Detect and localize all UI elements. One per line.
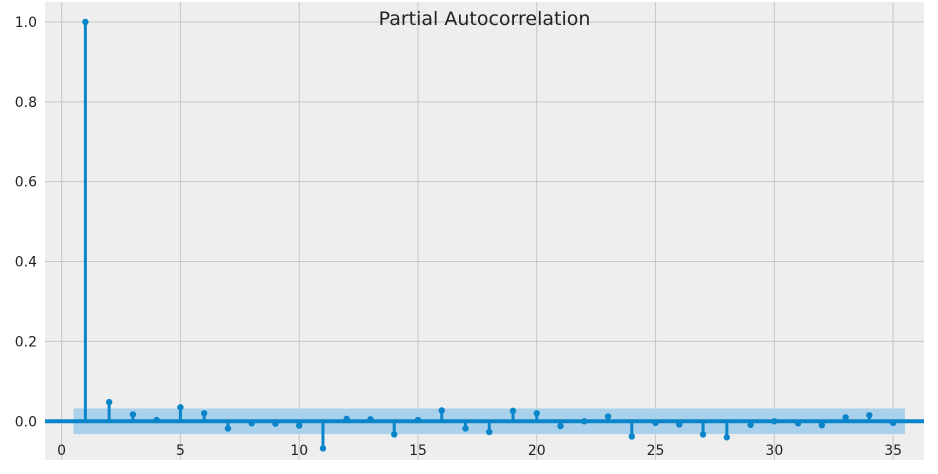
y-tick-label: 1.0 bbox=[15, 15, 37, 31]
marker-24 bbox=[628, 433, 635, 440]
marker-17 bbox=[462, 425, 469, 432]
marker-1 bbox=[82, 18, 89, 26]
marker-30 bbox=[771, 418, 778, 425]
marker-11 bbox=[319, 445, 327, 452]
y-axis-ticks: 0.0 0.2 0.4 0.6 0.8 1.0 bbox=[15, 15, 37, 430]
marker-18 bbox=[486, 428, 493, 436]
grid bbox=[45, 2, 924, 460]
marker-4 bbox=[153, 416, 160, 424]
marker-19 bbox=[509, 407, 517, 415]
marker-9 bbox=[272, 420, 279, 427]
marker-27 bbox=[699, 431, 707, 438]
marker-10 bbox=[295, 422, 303, 429]
x-tick-label: 35 bbox=[884, 443, 902, 459]
marker-8 bbox=[248, 420, 255, 427]
y-tick-label: 0.4 bbox=[15, 255, 37, 271]
marker-28 bbox=[723, 434, 731, 441]
y-tick-label: 0.8 bbox=[15, 95, 37, 111]
marker-5 bbox=[177, 404, 184, 411]
marker-35 bbox=[889, 419, 897, 427]
x-tick-label: 5 bbox=[176, 443, 185, 459]
marker-33 bbox=[842, 414, 849, 421]
y-tick-label: 0.2 bbox=[15, 334, 37, 350]
x-tick-label: 30 bbox=[765, 443, 783, 459]
marker-16 bbox=[438, 407, 445, 414]
marker-7 bbox=[224, 425, 232, 432]
marker-34 bbox=[866, 412, 873, 419]
x-tick-label: 15 bbox=[409, 443, 427, 459]
marker-26 bbox=[676, 421, 683, 428]
marker-12 bbox=[343, 415, 350, 423]
marker-32 bbox=[818, 422, 826, 429]
marker-31 bbox=[794, 420, 802, 427]
marker-29 bbox=[747, 421, 754, 429]
y-tick-label: 0.6 bbox=[15, 175, 37, 191]
marker-22 bbox=[581, 418, 588, 425]
x-tick-label: 25 bbox=[647, 443, 665, 459]
stem-series bbox=[82, 18, 897, 452]
x-tick-label: 20 bbox=[528, 443, 546, 459]
marker-23 bbox=[604, 413, 612, 420]
y-tick-label: 0.0 bbox=[15, 414, 37, 430]
marker-15 bbox=[414, 416, 422, 424]
marker-21 bbox=[557, 422, 564, 430]
x-tick-label: 10 bbox=[290, 443, 308, 459]
marker-2 bbox=[105, 398, 113, 406]
marker-20 bbox=[533, 410, 540, 417]
marker-3 bbox=[129, 411, 137, 418]
plot-background bbox=[45, 2, 924, 460]
marker-13 bbox=[367, 416, 374, 423]
marker-25 bbox=[652, 419, 659, 427]
marker-14 bbox=[391, 431, 398, 438]
chart-title: Partial Autocorrelation bbox=[379, 8, 591, 30]
x-axis-ticks: 0 5 10 15 20 25 30 35 bbox=[57, 443, 902, 459]
marker-6 bbox=[200, 410, 208, 417]
x-tick-label: 0 bbox=[57, 443, 66, 459]
